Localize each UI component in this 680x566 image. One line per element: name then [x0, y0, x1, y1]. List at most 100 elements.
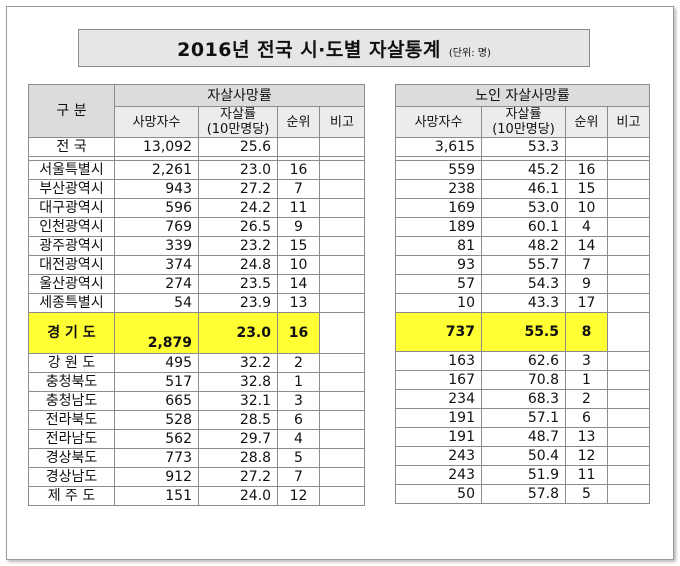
deaths-cell: 528	[114, 410, 199, 430]
elderly-rank-cell	[565, 137, 608, 157]
elderly-note-cell	[607, 351, 650, 371]
rate-cell: 26.5	[198, 217, 278, 237]
deaths-cell: 374	[114, 255, 199, 275]
rank-cell: 10	[277, 255, 320, 275]
elderly-rate-cell: 62.6	[481, 351, 566, 371]
rank-cell: 16	[277, 312, 320, 354]
elderly-deaths-cell: 3,615	[395, 137, 482, 157]
deaths-cell: 562	[114, 429, 199, 449]
table-row: 189 60.1 4	[395, 217, 650, 237]
table-row: 163 62.6 3	[395, 351, 650, 371]
rank-cell: 15	[277, 236, 320, 256]
region-cell: 대전광역시	[28, 255, 115, 275]
table-row: 81 48.2 14	[395, 236, 650, 256]
header-row-columns: 사망자수 자살률 (10만명당) 순위 비고	[29, 106, 365, 138]
rate-cell: 23.2	[198, 236, 278, 256]
elderly-note-cell	[607, 179, 650, 199]
elderly-note-cell	[607, 160, 650, 180]
rate-cell: 23.0	[198, 312, 278, 354]
deaths-cell: 151	[114, 486, 199, 506]
table-row: 대구광역시 596 24.2 11	[28, 198, 365, 218]
note-cell	[319, 274, 365, 294]
elderly-rate-cell: 57.8	[481, 484, 566, 504]
elderly-note-cell	[607, 137, 650, 157]
note-cell	[319, 217, 365, 237]
unit-label: (단위: 명)	[448, 47, 491, 59]
elderly-rank-cell: 1	[565, 370, 608, 390]
note-cell	[319, 372, 365, 392]
rank-cell	[277, 137, 320, 157]
table-row: 부산광역시 943 27.2 7	[28, 179, 365, 199]
deaths-header: 사망자수	[114, 106, 199, 138]
note-cell	[319, 198, 365, 218]
rank-cell: 9	[277, 217, 320, 237]
elderly-deaths-cell: 189	[395, 217, 482, 237]
note-cell	[319, 353, 365, 373]
table-row: 대전광역시 374 24.8 10	[28, 255, 365, 275]
rank-cell: 7	[277, 179, 320, 199]
gubun-header: 구 분	[28, 84, 115, 138]
elderly-rate-header: 자살률 (10만명당)	[481, 106, 566, 138]
table-row: 서울특별시 2,261 23.0 16	[28, 160, 365, 180]
elderly-deaths-cell: 234	[395, 389, 482, 409]
rank-cell: 14	[277, 274, 320, 294]
region-cell: 전라북도	[28, 410, 115, 430]
note-header: 비고	[319, 106, 365, 138]
table-row: 충청북도 517 32.8 1	[28, 372, 365, 392]
region-cell: 충청북도	[28, 372, 115, 392]
elderly-deaths-cell: 163	[395, 351, 482, 371]
region-cell: 제 주 도	[28, 486, 115, 506]
elderly-deaths-cell: 191	[395, 408, 482, 428]
region-cell: 세종특별시	[28, 293, 115, 313]
deaths-cell: 596	[114, 198, 199, 218]
elderly-rank-cell: 5	[565, 484, 608, 504]
elderly-note-cell	[607, 198, 650, 218]
elderly-rank-cell: 11	[565, 465, 608, 485]
rate-cell: 32.1	[198, 391, 278, 411]
rate-cell: 24.0	[198, 486, 278, 506]
header-row-columns: 사망자수 자살률 (10만명당) 순위 비고	[395, 106, 650, 138]
elderly-rank-cell: 4	[565, 217, 608, 237]
elderly-rank-cell: 7	[565, 255, 608, 275]
right-group-header: 노인 자살사망률	[395, 84, 650, 107]
elderly-note-header: 비고	[607, 106, 650, 138]
elderly-suicide-rate-table: 노인 자살사망률 사망자수 자살률 (10만명당) 순위 비고 3,615 53.3…	[395, 84, 650, 504]
elderly-note-cell	[607, 236, 650, 256]
rank-cell: 3	[277, 391, 320, 411]
rank-cell: 2	[277, 353, 320, 373]
note-cell	[319, 255, 365, 275]
region-cell: 경 기 도	[28, 312, 115, 354]
elderly-note-cell	[607, 293, 650, 313]
elderly-note-cell	[607, 274, 650, 294]
rank-cell: 5	[277, 448, 320, 468]
elderly-rate-header-label: 자살률	[505, 107, 542, 123]
rate-cell: 28.5	[198, 410, 278, 430]
rate-cell: 24.8	[198, 255, 278, 275]
deaths-cell: 665	[114, 391, 199, 411]
elderly-rate-cell: 55.5	[481, 312, 566, 352]
table-row: 191 48.7 13	[395, 427, 650, 447]
elderly-rate-cell: 60.1	[481, 217, 566, 237]
rank-cell: 13	[277, 293, 320, 313]
elderly-note-cell	[607, 389, 650, 409]
deaths-cell: 2,261	[114, 160, 199, 180]
elderly-rank-cell: 16	[565, 160, 608, 180]
rank-cell: 6	[277, 410, 320, 430]
rate-cell: 27.2	[198, 467, 278, 487]
table-row: 93 55.7 7	[395, 255, 650, 275]
region-cell: 경상북도	[28, 448, 115, 468]
note-cell	[319, 391, 365, 411]
deaths-cell: 517	[114, 372, 199, 392]
table-row: 제 주 도 151 24.0 12	[28, 486, 365, 506]
elderly-note-cell	[607, 217, 650, 237]
note-cell	[319, 312, 365, 354]
left-group-header: 자살사망률	[114, 84, 365, 107]
elderly-rate-cell: 55.7	[481, 255, 566, 275]
elderly-rate-header-sub: (10만명당)	[492, 122, 555, 137]
table-row: 광주광역시 339 23.2 15	[28, 236, 365, 256]
table-row: 10 43.3 17	[395, 293, 650, 313]
rate-cell: 23.0	[198, 160, 278, 180]
rate-cell: 28.8	[198, 448, 278, 468]
elderly-rate-cell: 53.0	[481, 198, 566, 218]
elderly-deaths-cell: 167	[395, 370, 482, 390]
